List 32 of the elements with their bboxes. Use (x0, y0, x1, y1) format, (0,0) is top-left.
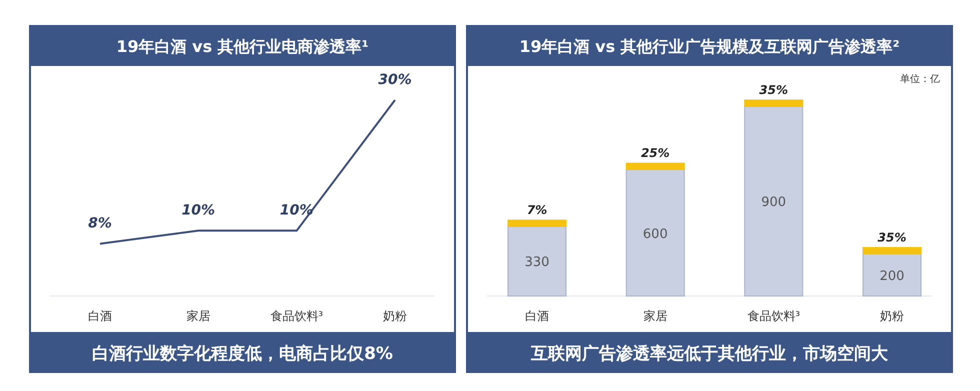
text: 单位：亿 (900, 73, 940, 85)
bar (744, 100, 804, 107)
bar (626, 162, 685, 170)
data-label: 900 (761, 195, 786, 210)
data-label: 30% (378, 72, 412, 88)
annotation: 35% (878, 230, 906, 245)
data-label: 8% (88, 216, 112, 232)
bar (626, 169, 685, 296)
text: 白酒行业数字化程度低，电商占比仅8% (92, 344, 393, 364)
data-label: 10% (182, 202, 216, 219)
bar (508, 226, 566, 296)
x-tick-label: 奶粉 (383, 309, 407, 323)
bar (744, 106, 804, 296)
annotation: 35% (759, 83, 788, 97)
x-tick-label: 食品饮料³ (270, 309, 324, 323)
data-label: 330 (524, 255, 550, 270)
text: 互联网广告渗透率远低于其他行业，市场空间大 (530, 344, 889, 364)
x-tick-label: 奶粉 (880, 309, 904, 323)
bar (508, 220, 566, 227)
bar (862, 247, 922, 254)
x-tick-label: 家居 (643, 309, 668, 323)
x-tick-label: 白酒 (525, 309, 549, 323)
data-label: 600 (642, 226, 668, 242)
x-tick-label: 白酒 (88, 309, 112, 323)
annotation: 7% (526, 203, 548, 218)
data-label: 200 (880, 268, 904, 284)
annotation: 25% (640, 146, 670, 160)
bar (862, 253, 922, 296)
chart-title: 19年白酒 vs 其他行业电商渗透率¹ (116, 37, 369, 56)
x-tick-label: 家居 (186, 309, 210, 323)
x-tick-label: 食品饮料³ (747, 309, 800, 323)
chart-title: 19年白酒 vs 其他行业广告规模及互联网广告渗透率² (519, 37, 900, 56)
